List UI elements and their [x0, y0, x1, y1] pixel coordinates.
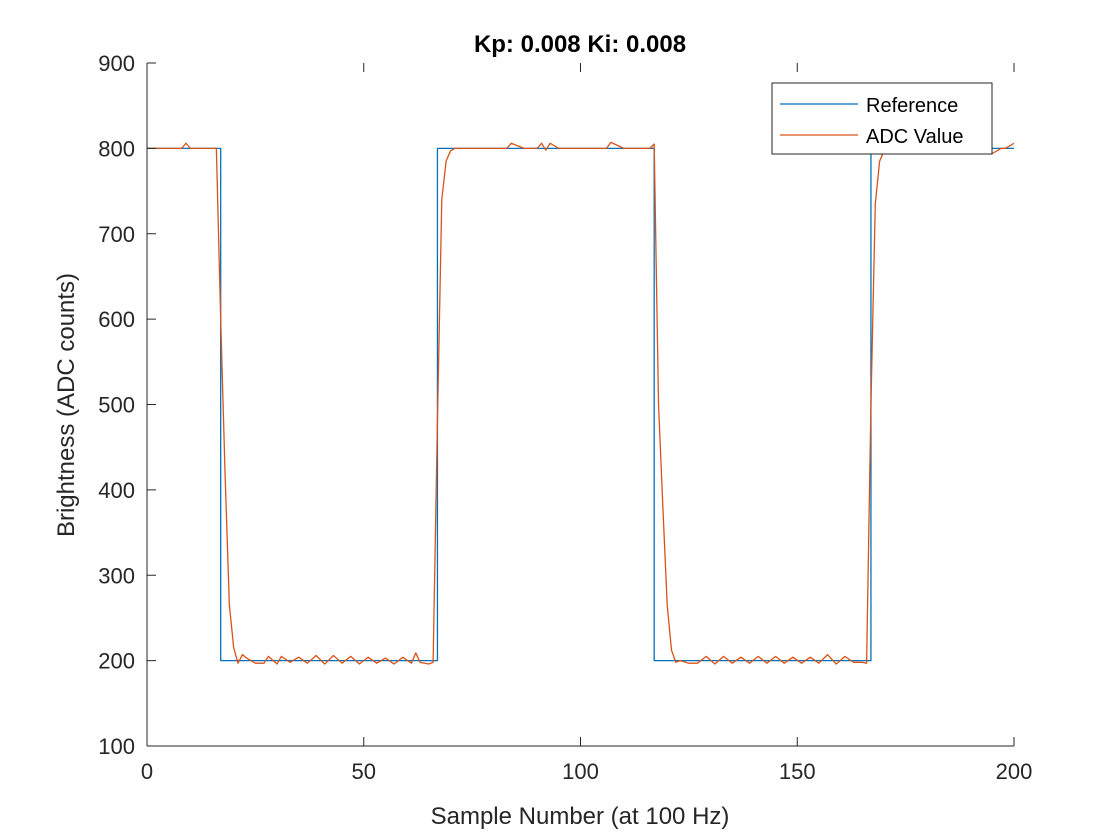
y-tick-label: 500 [98, 393, 135, 418]
x-tick-label: 0 [141, 759, 153, 784]
x-tick-label: 100 [562, 759, 599, 784]
chart-title: Kp: 0.008 Ki: 0.008 [474, 31, 686, 58]
y-tick-label: 400 [98, 478, 135, 503]
plot-area [147, 63, 1014, 746]
legend-label-adc-value: ADC Value [866, 126, 963, 148]
series-line-adc-value [147, 141, 1015, 665]
y-tick-label: 100 [98, 734, 135, 759]
y-tick-label: 900 [98, 51, 135, 76]
legend-label-reference: Reference [866, 95, 958, 117]
series-layer [147, 141, 1015, 665]
x-tick-label: 150 [779, 759, 816, 784]
legend-box [771, 82, 993, 155]
legend: Reference ADC Value [771, 82, 993, 155]
y-tick-label: 600 [98, 307, 135, 332]
y-tick-label: 700 [98, 222, 135, 247]
x-tick-label: 50 [352, 759, 376, 784]
x-ticks: 0 50 100 150 200 [141, 63, 1032, 784]
x-axis-label: Sample Number (at 100 Hz) [431, 803, 730, 830]
y-axis-label: Brightness (ADC counts) [53, 273, 80, 537]
y-tick-label: 200 [98, 649, 135, 674]
x-tick-label: 200 [996, 759, 1033, 784]
y-tick-label: 800 [98, 136, 135, 161]
y-ticks: 100 200 300 400 500 600 700 800 900 [98, 51, 156, 759]
y-tick-label: 300 [98, 563, 135, 588]
